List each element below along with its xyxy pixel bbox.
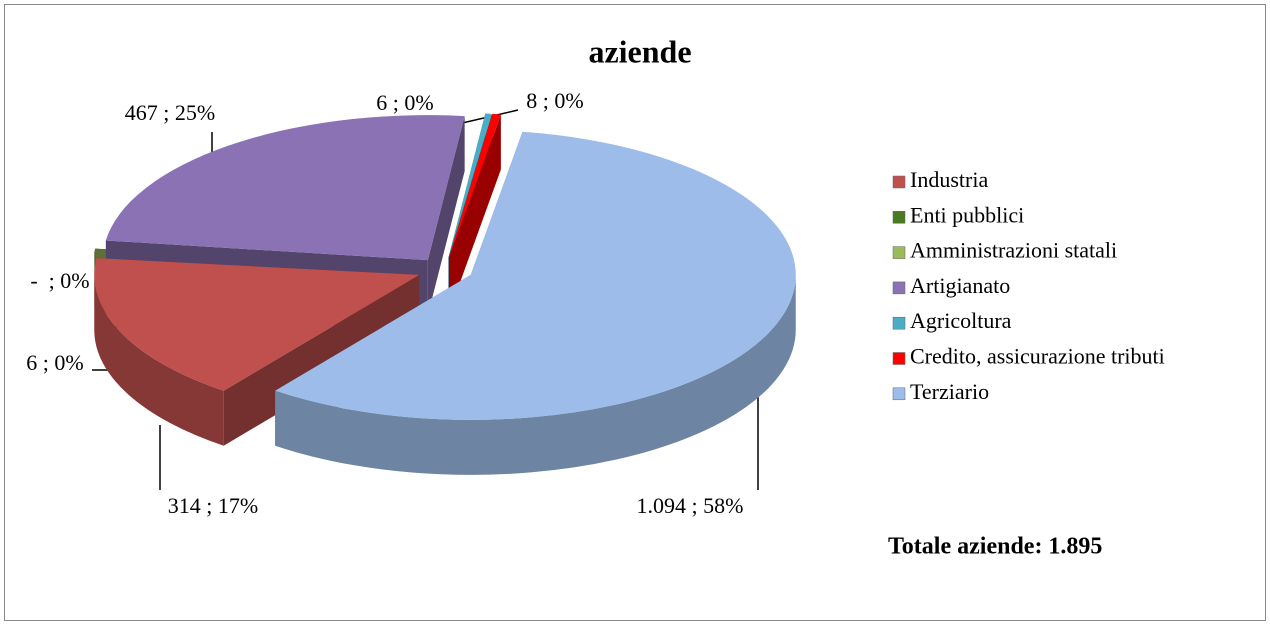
legend-swatch bbox=[892, 316, 906, 330]
slice-top bbox=[94, 258, 420, 391]
legend-swatch bbox=[892, 246, 906, 259]
slice bbox=[449, 113, 501, 313]
slice-wall bbox=[427, 116, 465, 316]
annotation: Totale aziende: 1.895 bbox=[888, 534, 1102, 560]
legend-swatch bbox=[892, 211, 906, 224]
legend-swatch bbox=[892, 281, 906, 295]
slice bbox=[275, 131, 796, 475]
legend-label: Artigianato bbox=[910, 273, 1010, 298]
chart-title: aziende bbox=[588, 33, 691, 69]
data-label: 6 ; 0% bbox=[376, 90, 433, 115]
legend-swatch bbox=[892, 352, 906, 365]
data-label: 6 ; 0% bbox=[26, 350, 83, 375]
slice-side bbox=[94, 274, 224, 446]
pie bbox=[94, 113, 796, 475]
slice-wall bbox=[449, 114, 501, 313]
legend-label: Amministrazioni statali bbox=[910, 238, 1117, 263]
legend-label: Credito, assicurazione tributi bbox=[910, 344, 1165, 369]
legend-label: Industria bbox=[910, 167, 988, 192]
slice-top bbox=[105, 115, 465, 261]
data-label: 467 ; 25% bbox=[125, 100, 215, 125]
slice-top bbox=[449, 113, 501, 258]
slice-top bbox=[448, 113, 492, 258]
data-label: 8 ; 0% bbox=[526, 88, 583, 113]
slice-top bbox=[275, 131, 796, 420]
legend-swatch bbox=[892, 175, 906, 189]
data-label: 314 ; 17% bbox=[168, 493, 258, 518]
slice bbox=[94, 258, 420, 446]
legend-label: Agricoltura bbox=[910, 308, 1012, 333]
legend-label: Terziario bbox=[910, 379, 989, 404]
legend-swatch bbox=[892, 387, 906, 401]
data-label: 1.094 ; 58% bbox=[637, 493, 744, 518]
slice-side bbox=[275, 274, 796, 475]
legend-label: Enti pubblici bbox=[910, 202, 1024, 227]
data-label: - ; 0% bbox=[30, 268, 89, 293]
